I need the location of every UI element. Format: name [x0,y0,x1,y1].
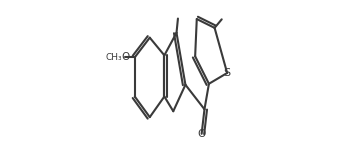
Text: O: O [198,129,206,139]
Text: O: O [121,52,130,62]
Text: S: S [224,68,231,78]
Text: CH₃: CH₃ [106,53,122,62]
